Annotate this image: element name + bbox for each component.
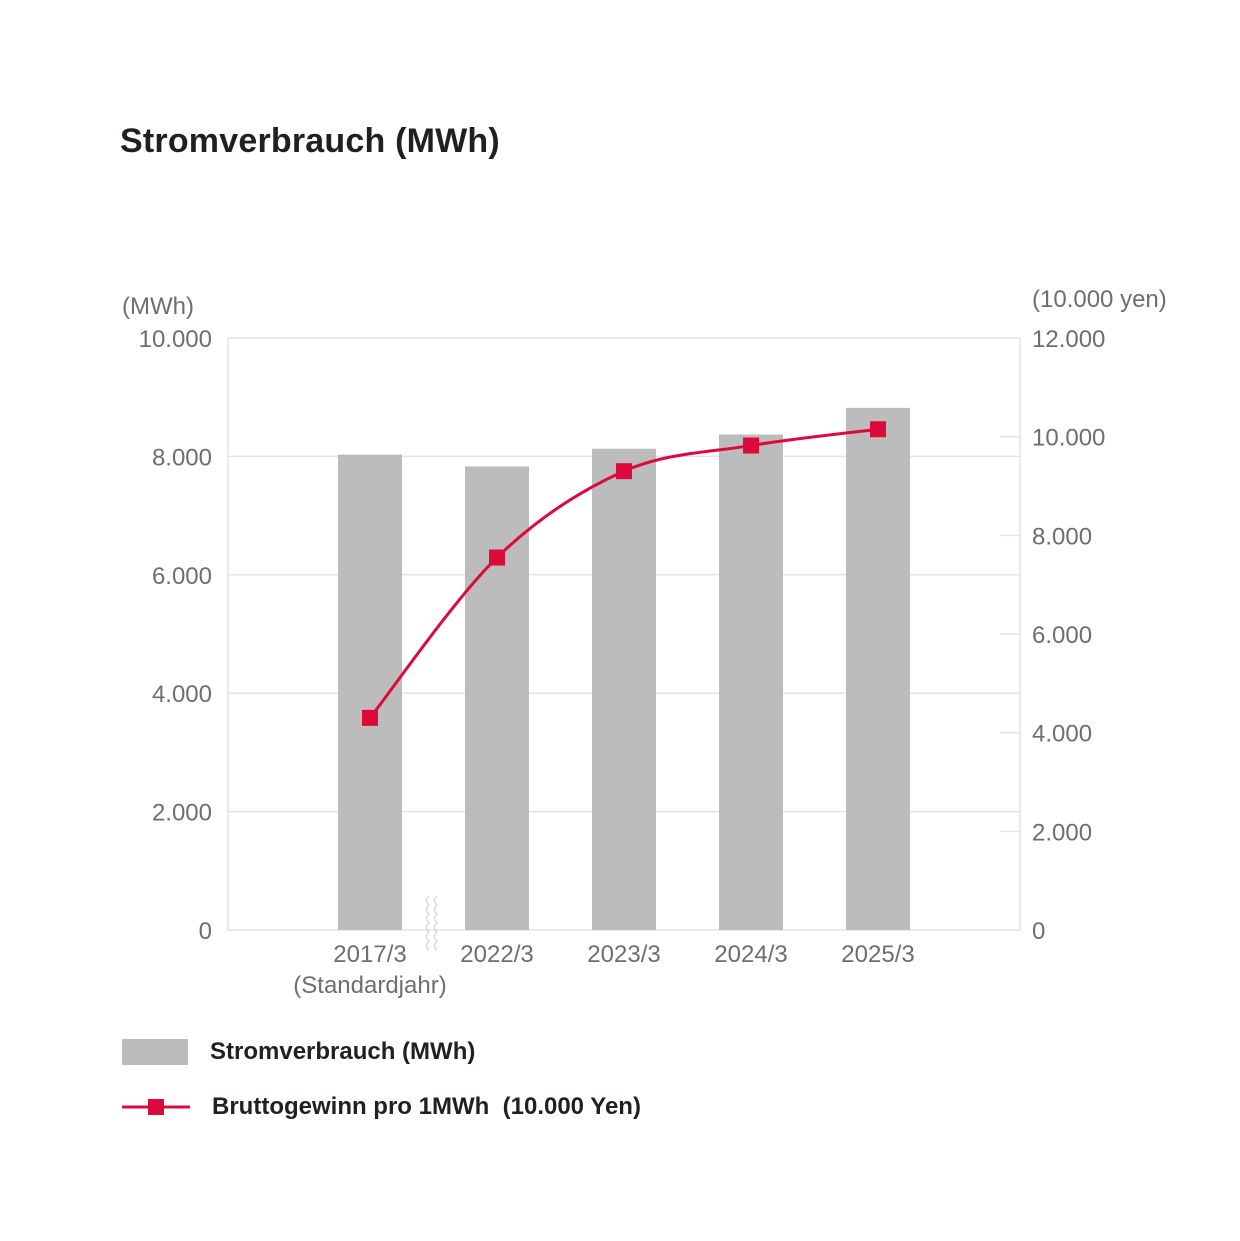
x-tick-label: 2023/3 — [587, 941, 660, 968]
axis-break-squiggle — [433, 895, 439, 951]
legend-item-bars: Stromverbrauch (MWh) — [122, 1038, 475, 1066]
line-point-marker — [489, 549, 505, 566]
bar-layer — [338, 407, 910, 931]
line-series — [368, 427, 879, 719]
y-left-tick-label: 6.000 — [152, 563, 212, 590]
y-right-tick-label: 10.000 — [1032, 425, 1105, 452]
bar — [719, 434, 783, 930]
x-tick-label: 2022/3 — [460, 941, 533, 968]
label-layer: 0 2.000 4.000 6.000 8.000 10.000 0 2.000 4.000 6.… — [122, 286, 1167, 999]
y-left-tick-label: 8.000 — [152, 444, 212, 471]
y-right-tick-label: 6.000 — [1032, 622, 1092, 649]
bar — [592, 448, 656, 930]
chart-title: Stromverbrauch (MWh) — [120, 122, 500, 160]
legend-item-line: Bruttogewinn pro 1MWh (10.000 Yen) — [122, 1093, 641, 1121]
y-right-tick-label: 0 — [1032, 918, 1045, 945]
y-right-tick-label: 4.000 — [1032, 721, 1092, 748]
y-right-tick-label: 8.000 — [1032, 523, 1092, 550]
x-tick-label: 2024/3 — [714, 941, 787, 968]
x-tick-sublabel: (Standardjahr) — [293, 972, 446, 999]
y-left-tick-label: 4.000 — [152, 681, 212, 708]
y-left-tick-label: 10.000 — [139, 326, 212, 353]
axis-break-squiggle — [425, 895, 431, 951]
bar — [338, 454, 402, 930]
y-left-unit-label: (MWh) — [122, 293, 194, 320]
line-point-marker — [362, 709, 378, 726]
bar — [465, 466, 529, 930]
legend-label-bars: Stromverbrauch (MWh) — [210, 1038, 476, 1065]
y-left-tick-label: 2.000 — [152, 800, 212, 827]
y-right-tick-label: 12.000 — [1032, 326, 1105, 353]
line-point-marker — [870, 421, 886, 438]
legend-line-swatch — [122, 1099, 190, 1115]
y-left-tick-label: 0 — [199, 918, 212, 945]
x-tick-label: 2025/3 — [841, 941, 914, 968]
legend-bar-swatch — [122, 1039, 188, 1065]
line-point-marker — [743, 437, 759, 454]
bar — [846, 407, 910, 931]
legend-label-line: Bruttogewinn pro 1MWh (10.000 Yen) — [212, 1093, 641, 1120]
line-layer — [362, 421, 886, 726]
line-point-marker — [616, 463, 632, 480]
axis-break-layer — [425, 895, 439, 951]
y-right-unit-label: (10.000 yen) — [1032, 286, 1167, 313]
x-tick-label: 2017/3 — [333, 941, 406, 968]
y-right-tick-label: 2.000 — [1032, 819, 1092, 846]
